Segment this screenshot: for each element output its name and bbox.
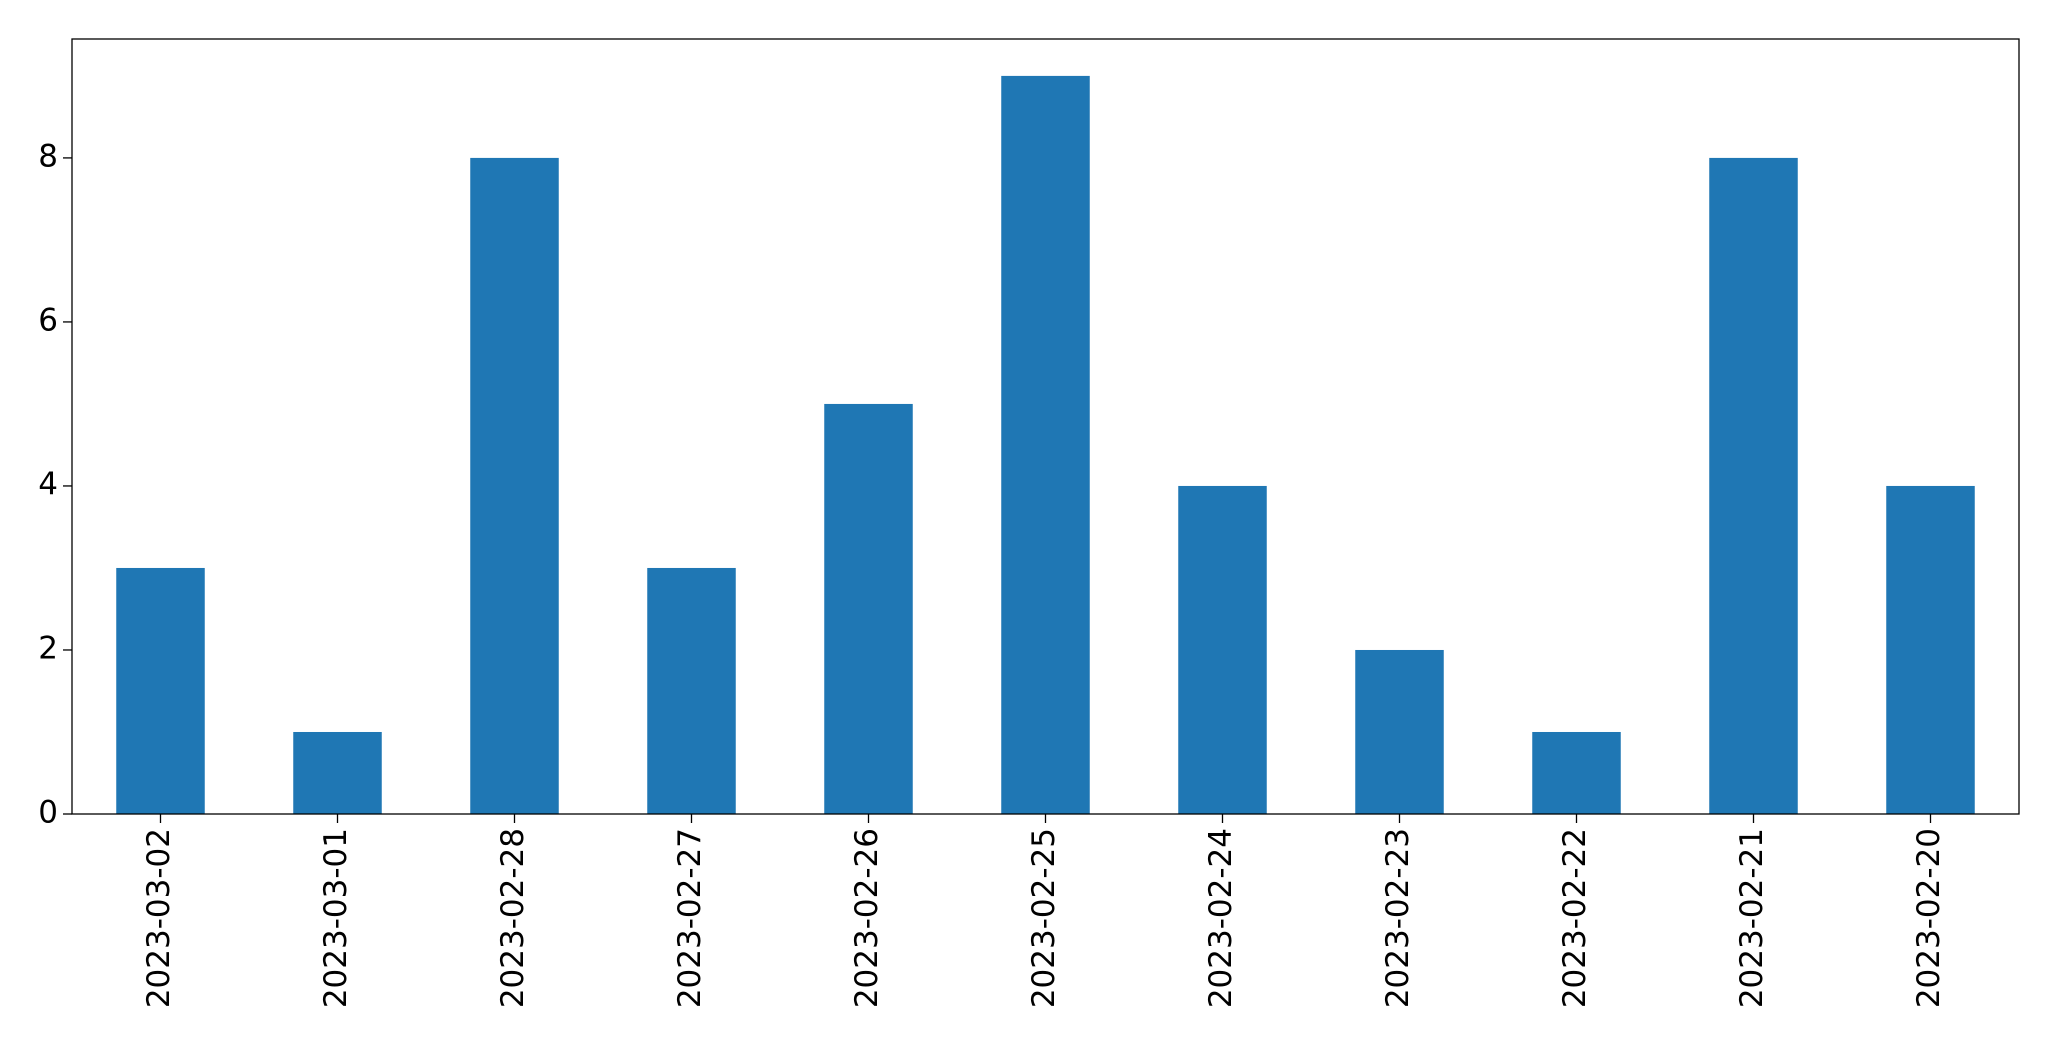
x-tick-label: 2023-02-23: [1380, 828, 1416, 1008]
bar: [1532, 731, 1621, 814]
x-tick-label: 2023-03-02: [141, 828, 177, 1008]
y-tick-label: 2: [38, 630, 58, 666]
x-tick-label: 2023-02-25: [1026, 828, 1062, 1008]
x-tick-label: 2023-02-20: [1911, 828, 1947, 1008]
bar: [293, 731, 382, 814]
bar: [1001, 75, 1090, 814]
bar: [470, 157, 559, 814]
y-tick-label: 0: [38, 795, 58, 831]
bar: [1178, 485, 1267, 814]
x-tick-label: 2023-02-22: [1557, 828, 1593, 1008]
bar: [1355, 649, 1444, 814]
x-tick-label: 2023-02-21: [1734, 828, 1770, 1008]
bar: [1886, 485, 1975, 814]
y-tick-label: 6: [38, 302, 58, 338]
bar: [1709, 157, 1798, 814]
bar: [116, 567, 205, 814]
y-tick-label: 4: [38, 466, 58, 502]
x-tick-label: 2023-02-26: [849, 828, 885, 1008]
x-tick-label: 2023-02-28: [495, 828, 531, 1008]
y-tick-label: 8: [38, 138, 58, 174]
x-tick-label: 2023-02-24: [1203, 828, 1239, 1008]
bar: [647, 567, 736, 814]
bar: [824, 403, 913, 814]
x-tick-label: 2023-02-27: [672, 828, 708, 1008]
x-tick-label: 2023-03-01: [318, 828, 354, 1008]
